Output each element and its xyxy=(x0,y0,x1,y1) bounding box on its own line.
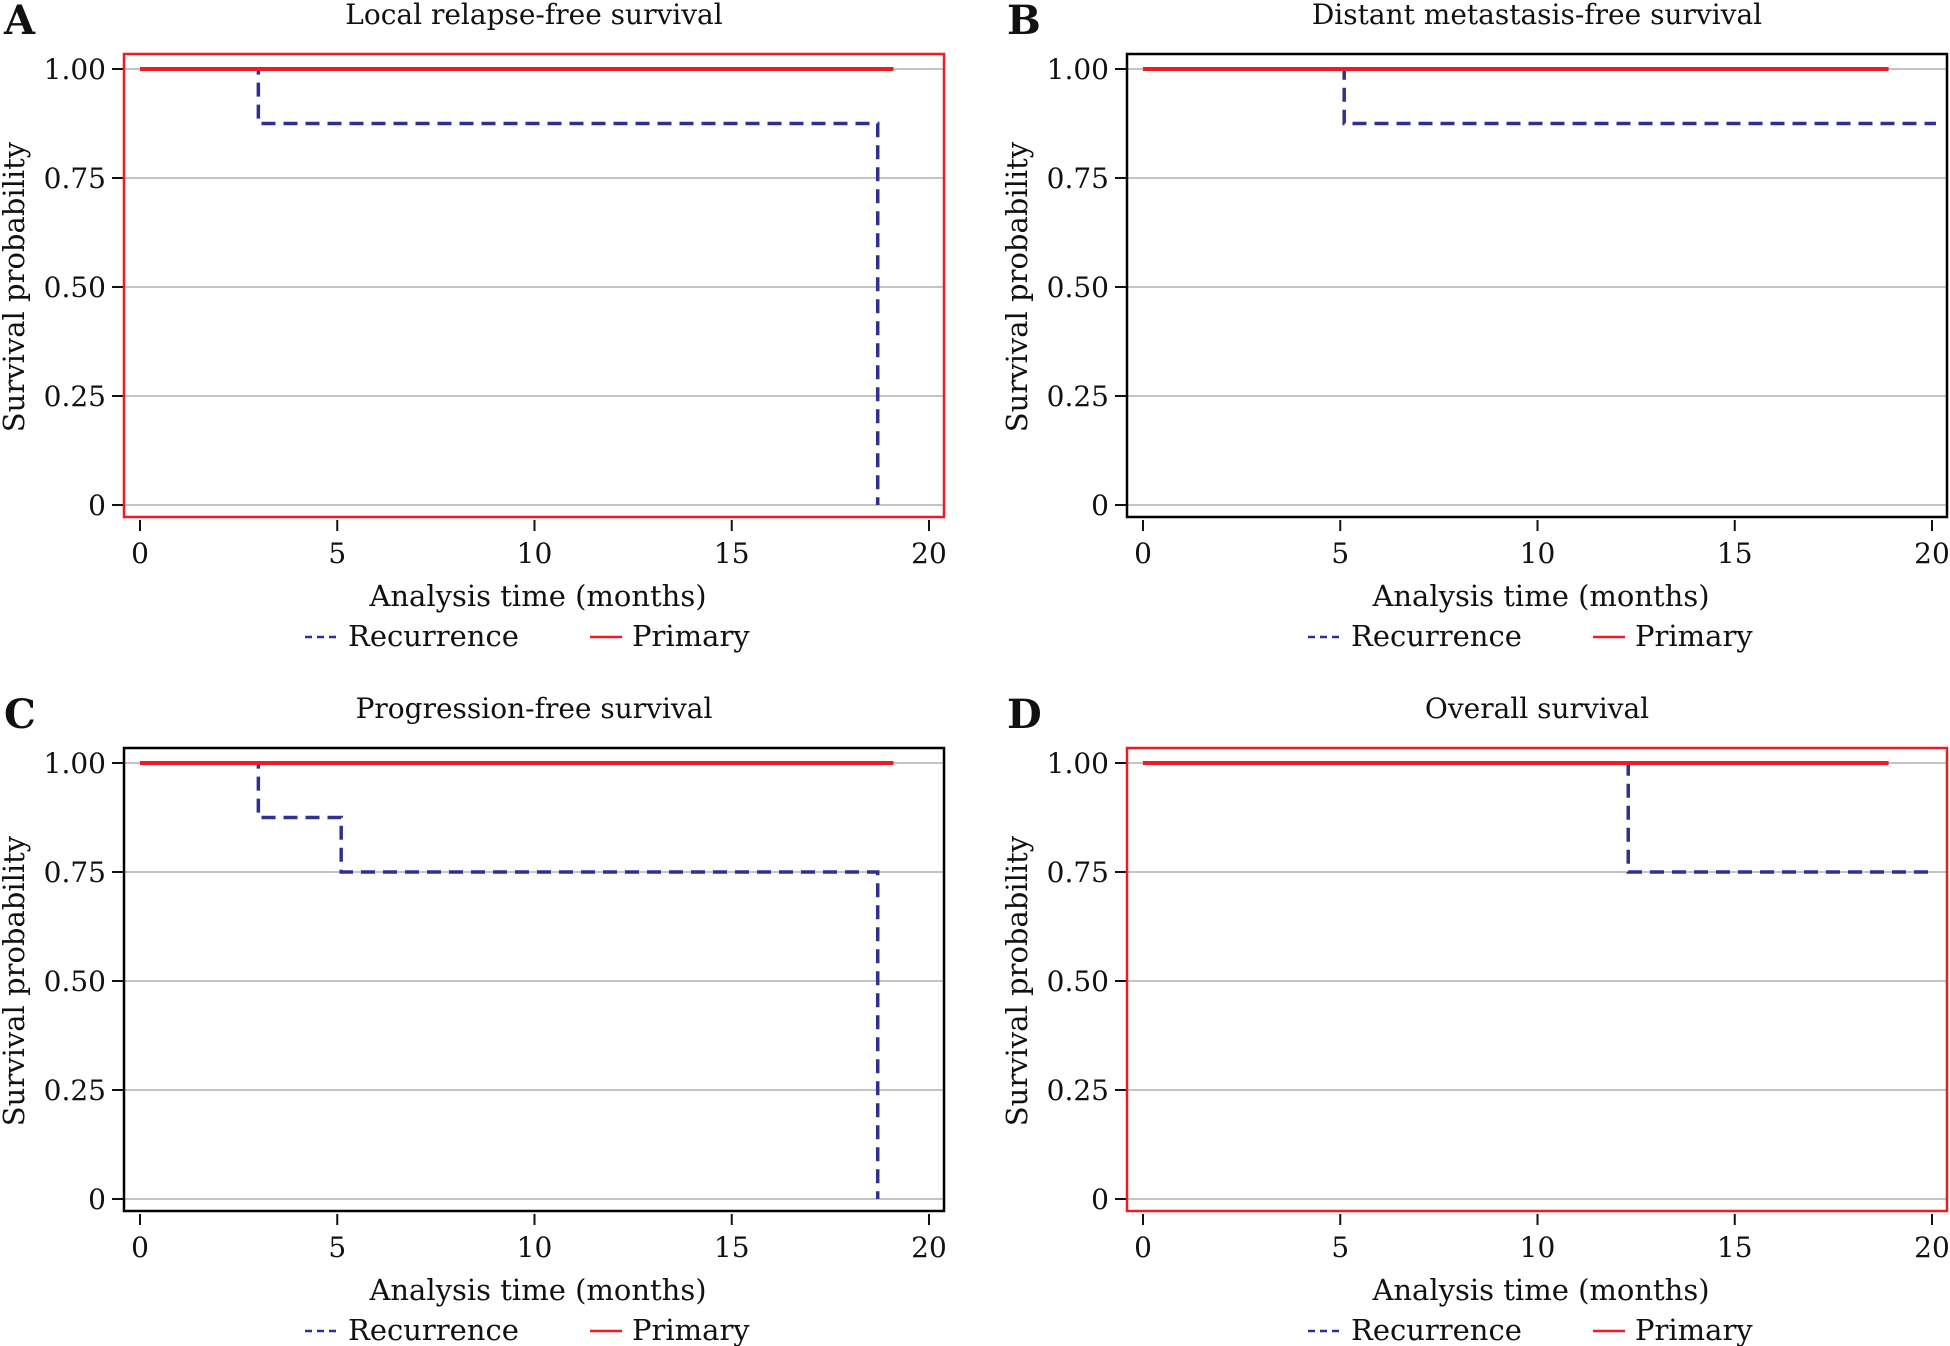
y-axis-title: Survival probability xyxy=(1000,141,1034,432)
x-tick-label: 15 xyxy=(714,537,750,570)
legend-primary-label: Primary xyxy=(1635,1313,1753,1346)
y-tick-label: 0.25 xyxy=(1047,1074,1109,1107)
y-tick-label: 0 xyxy=(1091,1183,1109,1216)
x-tick-label: 0 xyxy=(1134,1231,1152,1264)
x-tick-label: 15 xyxy=(1717,1231,1753,1264)
plot-frame xyxy=(1125,52,1949,519)
y-tick-label: 0.50 xyxy=(44,965,106,998)
x-tick-label: 20 xyxy=(911,537,947,570)
x-tick-label: 0 xyxy=(131,537,149,570)
y-tick-label: 0 xyxy=(88,1183,106,1216)
y-tick-label: 0 xyxy=(88,489,106,522)
y-tick-label: 0.75 xyxy=(44,856,106,889)
x-tick-label: 20 xyxy=(1914,537,1950,570)
x-tick-label: 15 xyxy=(1717,537,1753,570)
panel-title: Overall survival xyxy=(1425,692,1649,725)
legend-recurrence-label: Recurrence xyxy=(348,1313,519,1346)
legend-primary-label: Primary xyxy=(632,619,750,653)
panel-letter: A xyxy=(3,0,36,44)
panel-d: D Overall survival 0 0.25 0.50 0.75 1.00 0 5 10 15… xyxy=(1000,691,1950,1346)
legend-recurrence-label: Recurrence xyxy=(348,619,519,653)
x-tick-label: 5 xyxy=(1331,537,1349,570)
panel-b: B Distant metastasis-free survival 0 0.25 0.… xyxy=(1000,0,1950,653)
series-recurrence-line xyxy=(1143,67,1936,126)
x-axis-title: Analysis time (months) xyxy=(368,1273,706,1307)
panel-a: A Local relapse-free survival 0 0.25 0.50 0.7… xyxy=(0,0,947,653)
y-tick-label: 0.25 xyxy=(44,380,106,413)
y-tick-label: 1.00 xyxy=(1047,53,1109,86)
x-tick-label: 10 xyxy=(1520,1231,1556,1264)
x-tick-label: 15 xyxy=(714,1231,750,1264)
y-tick-label: 0.75 xyxy=(1047,162,1109,195)
y-tick-label: 0.50 xyxy=(44,271,106,304)
x-axis-title: Analysis time (months) xyxy=(1371,579,1709,613)
x-axis-title: Analysis time (months) xyxy=(368,579,706,613)
panel-title: Local relapse-free survival xyxy=(345,0,722,31)
panel-c: C Progression-free survival 0 0.25 0.50 0.75 1… xyxy=(0,691,947,1346)
y-axis-title: Survival probability xyxy=(0,835,31,1126)
legend-recurrence-label: Recurrence xyxy=(1351,619,1522,653)
x-tick-label: 5 xyxy=(328,537,346,570)
panel-title: Progression-free survival xyxy=(356,692,713,725)
y-tick-label: 0.50 xyxy=(1047,965,1109,998)
x-tick-label: 10 xyxy=(1520,537,1556,570)
y-tick-label: 1.00 xyxy=(1047,747,1109,780)
legend-primary-label: Primary xyxy=(632,1313,750,1346)
series-recurrence-line xyxy=(1143,761,1936,874)
y-axis-title: Survival probability xyxy=(1000,835,1034,1126)
plot-frame xyxy=(1125,746,1949,1213)
x-tick-label: 0 xyxy=(1134,537,1152,570)
panel-title: Distant metastasis-free survival xyxy=(1312,0,1762,31)
panel-letter: D xyxy=(1007,691,1042,738)
x-tick-label: 5 xyxy=(328,1231,346,1264)
y-tick-label: 1.00 xyxy=(44,53,106,86)
panel-letter: C xyxy=(4,691,36,738)
y-tick-label: 0.75 xyxy=(44,162,106,195)
x-tick-label: 20 xyxy=(911,1231,947,1264)
x-tick-label: 10 xyxy=(517,537,553,570)
panel-letter: B xyxy=(1007,0,1041,44)
y-axis-title: Survival probability xyxy=(0,141,31,432)
legend-recurrence-label: Recurrence xyxy=(1351,1313,1522,1346)
y-tick-label: 0.75 xyxy=(1047,856,1109,889)
y-tick-label: 0.25 xyxy=(1047,380,1109,413)
y-tick-label: 0 xyxy=(1091,489,1109,522)
y-tick-label: 0.25 xyxy=(44,1074,106,1107)
x-axis-title: Analysis time (months) xyxy=(1371,1273,1709,1307)
x-tick-label: 20 xyxy=(1914,1231,1950,1264)
y-tick-label: 0.50 xyxy=(1047,271,1109,304)
x-tick-label: 0 xyxy=(131,1231,149,1264)
legend-primary-label: Primary xyxy=(1635,619,1753,653)
plot-frame xyxy=(122,746,946,1213)
y-tick-label: 1.00 xyxy=(44,747,106,780)
x-tick-label: 5 xyxy=(1331,1231,1349,1264)
plot-frame xyxy=(122,52,946,519)
x-tick-label: 10 xyxy=(517,1231,553,1264)
